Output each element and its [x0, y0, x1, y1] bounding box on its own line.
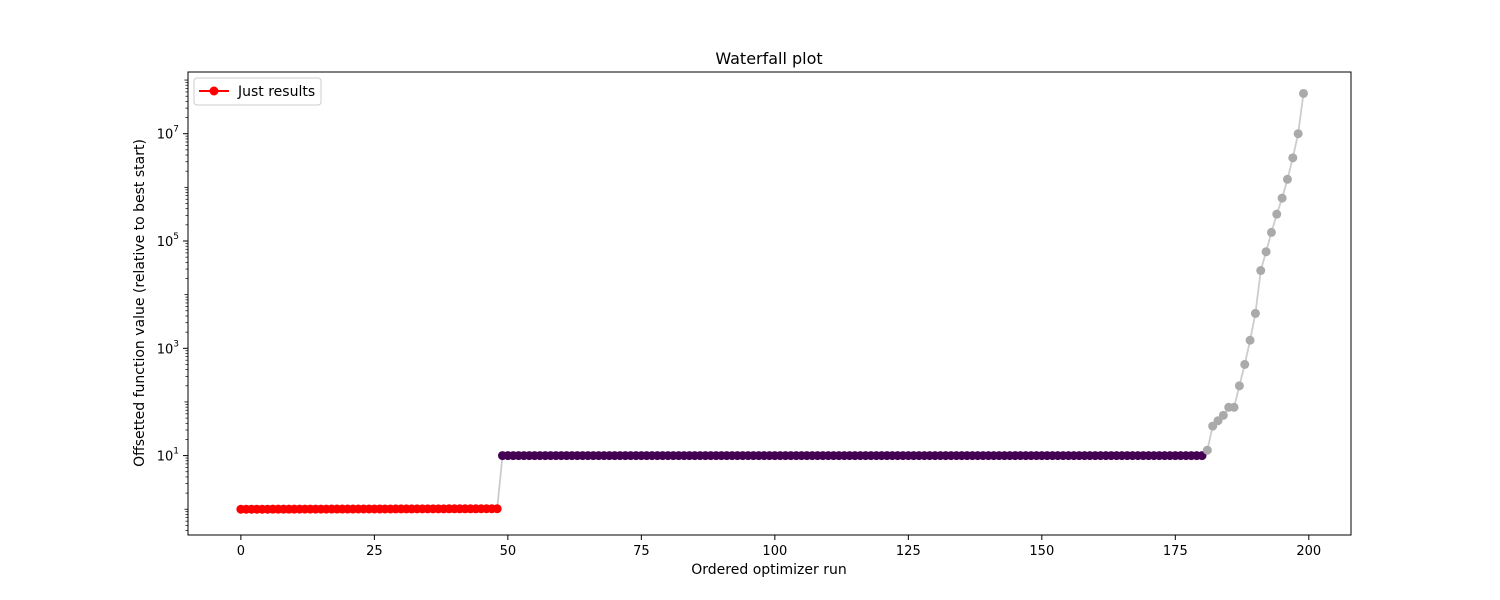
data-point-series-2 — [1272, 209, 1282, 219]
legend-point-marker — [209, 86, 219, 96]
x-tick-label: 200 — [1296, 544, 1321, 559]
data-point-series-2 — [1282, 174, 1292, 184]
data-point-series-2 — [1293, 129, 1303, 139]
series-connector-line — [240, 93, 1305, 511]
legend: Just results — [193, 77, 322, 106]
y-tick-label: 105 — [157, 232, 179, 250]
y-tick-label: 107 — [157, 125, 179, 143]
data-point-series-2 — [1298, 88, 1308, 98]
data-point-series-2 — [1245, 335, 1255, 345]
x-tick-label: 25 — [366, 544, 383, 559]
data-point-series-2 — [1288, 153, 1298, 163]
legend-box — [193, 77, 322, 106]
data-point-series-2 — [1256, 266, 1266, 276]
data-point-series-2 — [1277, 193, 1287, 203]
data-point-series-2 — [1250, 308, 1260, 318]
data-point-series-2 — [1266, 227, 1276, 237]
x-tick-label: 75 — [633, 544, 650, 559]
axes-frame — [187, 71, 1352, 536]
x-tick-label: 50 — [500, 544, 517, 559]
x-tick-label: 150 — [1029, 544, 1054, 559]
y-tick-label: 103 — [157, 339, 179, 357]
data-point-series-2 — [1240, 359, 1250, 369]
y-axis-ticks: 101 103 105 107 — [157, 79, 188, 531]
x-tick-label: 175 — [1163, 544, 1188, 559]
x-tick-label: 125 — [896, 544, 921, 559]
chart-title: Waterfall plot — [715, 49, 822, 68]
data-point-series-2 — [1229, 402, 1239, 412]
data-point-series-2 — [1234, 381, 1244, 391]
x-tick-label: 100 — [762, 544, 787, 559]
x-axis-label: Ordered optimizer run — [691, 562, 846, 578]
data-point-series-2 — [1218, 410, 1228, 420]
y-tick-label: 101 — [157, 447, 179, 465]
data-point-series-2 — [1261, 247, 1271, 257]
plot-area — [236, 88, 1308, 514]
x-axis-ticks: 0 25 50 75 100 125 150 175 200 — [237, 535, 1321, 559]
y-axis-label: Offsetted function value (relative to be… — [132, 139, 148, 467]
x-tick-label: 0 — [237, 544, 245, 559]
data-point-series-0 — [492, 504, 502, 514]
legend-label: Just results — [237, 84, 315, 100]
data-point-series-2 — [1202, 445, 1212, 455]
